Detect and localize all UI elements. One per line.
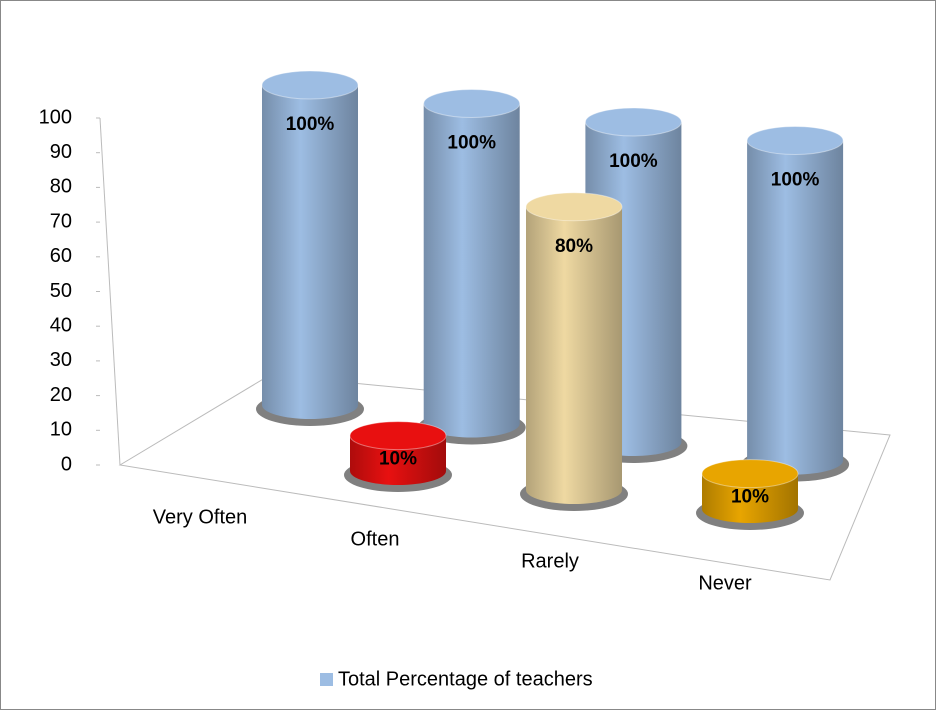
data-label: 100%	[609, 151, 658, 172]
cylinder-bottom	[350, 457, 446, 485]
cylinder-top	[261, 70, 359, 100]
y-tick-label: 50	[50, 280, 72, 302]
cylinder-top	[349, 421, 447, 451]
x-tick-label: Often	[351, 528, 400, 550]
data-label: 100%	[286, 114, 335, 135]
data-label: 100%	[771, 170, 820, 191]
legend-label: Total Percentage of teachers	[338, 668, 593, 690]
floor	[118, 374, 891, 581]
cylinder-bottom	[702, 495, 798, 523]
y-tick-label: 0	[61, 453, 72, 475]
data-label: 10%	[379, 448, 417, 469]
y-tick-label: 20	[50, 384, 72, 406]
cylinder-body	[747, 140, 844, 461]
cylinder-top	[584, 107, 682, 137]
cylinder-bottom	[262, 391, 358, 419]
y-tick-label: 70	[50, 210, 72, 232]
y-axis-line	[99, 117, 121, 466]
cylinder-body	[526, 206, 622, 491]
legend-swatch	[320, 673, 333, 686]
cylinder-bottom	[423, 409, 520, 438]
cylinder	[344, 421, 452, 492]
data-label: 10%	[731, 486, 769, 507]
cylinder	[417, 89, 526, 445]
y-tick-label: 80	[50, 176, 72, 198]
x-tick-label: Very Often	[153, 506, 248, 528]
x-tick-label: Never	[698, 572, 752, 594]
cylinder-top	[423, 89, 521, 118]
y-tick-label: 40	[50, 314, 72, 336]
y-tick-label: 30	[50, 349, 72, 371]
x-tick-label: Rarely	[521, 550, 579, 572]
y-tick-label: 60	[50, 245, 72, 267]
y-tick-label: 10	[50, 419, 72, 441]
cylinder-top	[701, 459, 799, 489]
y-tick-label: 100	[39, 106, 72, 128]
cylinder	[520, 192, 628, 511]
cylinder	[256, 70, 364, 426]
y-tick-label: 90	[50, 141, 72, 163]
data-label: 80%	[555, 236, 593, 257]
data-label: 100%	[447, 133, 496, 154]
cylinder	[741, 126, 850, 482]
cylinder-top	[746, 126, 844, 155]
cylinder	[696, 459, 804, 530]
cylinder-body	[423, 103, 520, 424]
cylinder-top	[525, 192, 623, 222]
cylinder-bottom	[526, 476, 622, 504]
cylinder-body	[262, 85, 358, 405]
